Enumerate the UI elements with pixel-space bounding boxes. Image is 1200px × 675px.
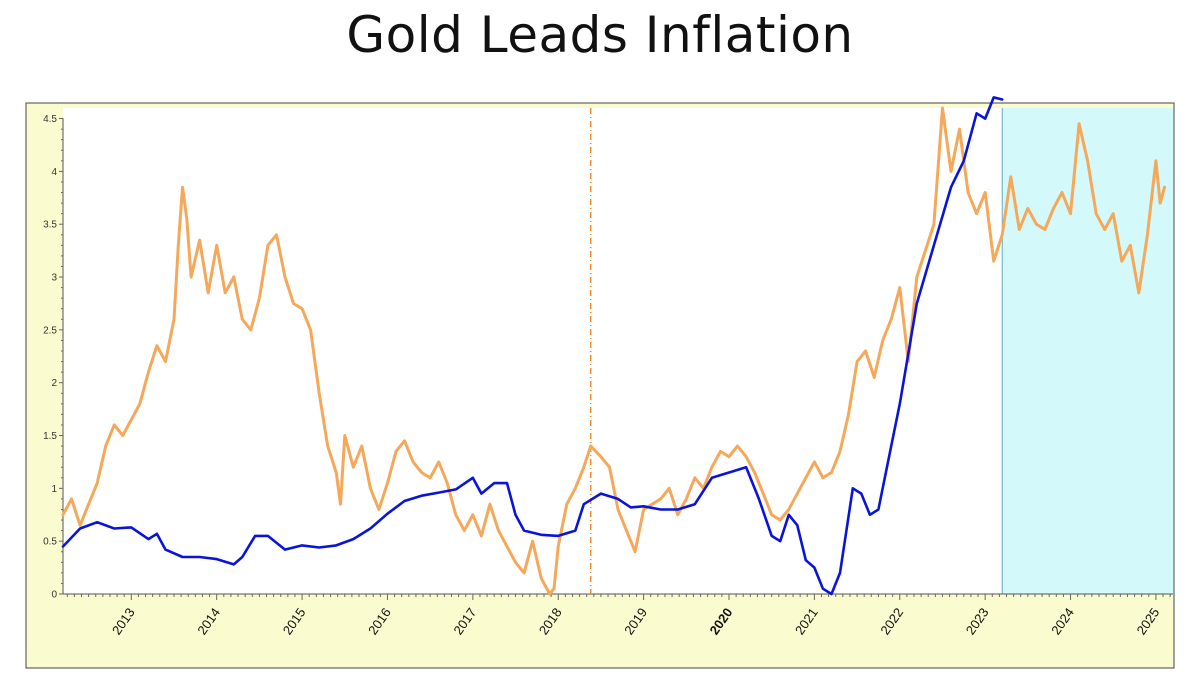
shaded-forecast-region xyxy=(1002,108,1173,594)
y-tick-label: 2 xyxy=(51,378,57,389)
y-tick-label: 1.5 xyxy=(43,431,57,442)
y-tick-label: 0.5 xyxy=(43,537,57,548)
y-tick-label: 4.5 xyxy=(43,114,57,125)
y-tick-label: 1 xyxy=(51,484,57,495)
slide-title: Gold Leads Inflation xyxy=(346,6,854,64)
y-tick-label: 3.5 xyxy=(43,220,57,231)
blue-series-line xyxy=(61,96,1004,596)
y-tick-label: 2.5 xyxy=(43,325,57,336)
y-tick-label: 4 xyxy=(51,167,57,178)
series-layer xyxy=(61,96,1166,596)
y-tick-label: 3 xyxy=(51,273,57,284)
gold-series-line xyxy=(61,106,1166,596)
y-tick-label: 0 xyxy=(51,590,57,601)
